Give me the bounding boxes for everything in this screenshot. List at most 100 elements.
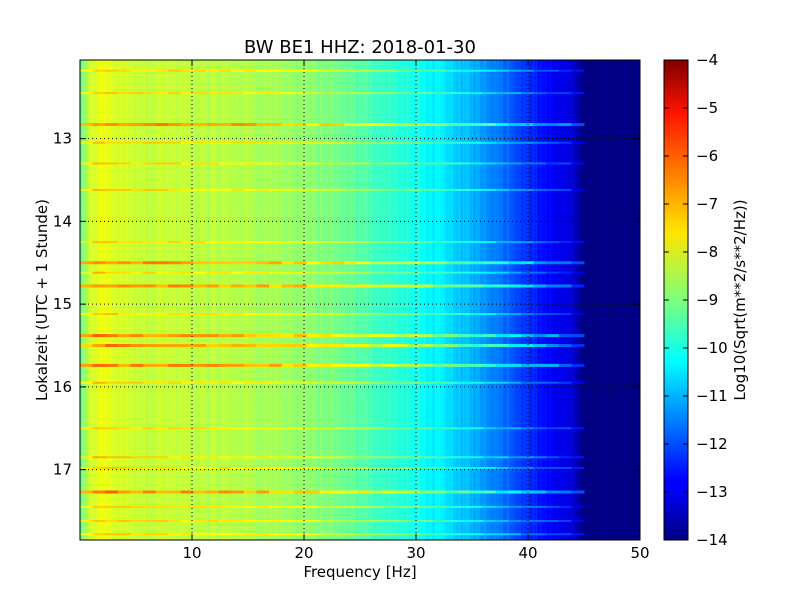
spectrogram-column xyxy=(569,60,572,540)
spectrogram-column xyxy=(97,60,100,540)
event-stripe-segment xyxy=(256,241,270,244)
spectrogram-column xyxy=(395,60,398,540)
spectrogram-column xyxy=(632,60,634,540)
event-stripe-segment xyxy=(105,284,119,288)
spectrogram-column xyxy=(99,60,101,540)
event-stripe-segment xyxy=(546,241,560,244)
event-stripe-segment xyxy=(344,241,358,244)
event-stripe-segment xyxy=(571,363,585,367)
event-stripe-segment xyxy=(508,533,522,536)
event-stripe-segment xyxy=(256,141,270,144)
event-stripe-segment xyxy=(369,141,383,144)
event-stripe-segment xyxy=(319,490,333,494)
event-stripe-segment xyxy=(168,363,182,367)
event-stripe-segment xyxy=(256,334,270,338)
event-stripe-segment xyxy=(105,92,119,95)
event-stripe-segment xyxy=(306,271,320,274)
event-stripe-segment xyxy=(470,241,484,244)
event-stripe-segment xyxy=(344,363,358,367)
event-stripe-segment xyxy=(546,344,560,348)
event-stripe-segment xyxy=(357,490,371,494)
event-stripe-segment xyxy=(382,381,396,384)
spectrogram-column xyxy=(557,60,559,540)
event-stripe-segment xyxy=(319,334,333,338)
spectrogram-column xyxy=(623,60,625,540)
event-stripe-segment xyxy=(168,334,182,338)
event-stripe-segment xyxy=(495,467,509,469)
event-stripe-segment xyxy=(319,92,333,95)
spectrogram-column xyxy=(399,60,401,540)
event-stripe-segment xyxy=(382,363,396,367)
event-stripe-segment xyxy=(256,271,270,274)
event-stripe-segment xyxy=(357,456,371,459)
event-stripe-segment xyxy=(180,533,194,536)
event-stripe-segment xyxy=(483,344,497,348)
event-stripe-segment xyxy=(558,456,572,459)
event-stripe-segment xyxy=(395,313,409,316)
spectrogram-column xyxy=(351,60,353,540)
spectrogram-column xyxy=(469,60,472,540)
spectrogram-column xyxy=(430,60,433,540)
event-stripe-segment xyxy=(281,519,295,522)
spectrogram-column xyxy=(492,60,494,540)
spectrogram-column xyxy=(105,60,108,540)
event-stripe-segment xyxy=(206,92,220,95)
event-stripe-segment xyxy=(294,92,308,95)
event-stripe-segment xyxy=(458,363,472,367)
event-stripe-segment xyxy=(344,141,358,144)
event-stripe-segment xyxy=(332,162,346,165)
spectrogram-column xyxy=(513,60,516,540)
spectrogram-column xyxy=(571,60,574,540)
spectrogram-column xyxy=(211,60,213,540)
event-stripe-segment xyxy=(256,533,270,536)
event-stripe-segment xyxy=(546,188,560,191)
spectrogram-column xyxy=(168,60,171,540)
spectrogram-column xyxy=(432,60,435,540)
event-stripe-segment xyxy=(281,505,295,508)
event-stripe-segment xyxy=(269,381,283,384)
event-stripe-segment xyxy=(407,92,421,95)
event-stripe-segment xyxy=(306,69,320,72)
event-stripe-segment xyxy=(432,519,446,522)
event-stripe-segment xyxy=(332,533,346,536)
spectrogram-column xyxy=(218,60,221,540)
spectrogram-column xyxy=(164,60,166,540)
event-stripe-segment xyxy=(143,533,157,536)
event-stripe-segment xyxy=(382,123,396,127)
colorbar-tick-label: −6 xyxy=(696,147,718,165)
event-stripe-segment xyxy=(407,533,421,536)
event-stripe-segment xyxy=(332,363,346,367)
spectrogram-column xyxy=(192,60,194,540)
event-stripe-segment xyxy=(445,162,459,165)
event-stripe-segment xyxy=(281,271,295,274)
event-stripe-segment xyxy=(130,467,144,469)
event-stripe-segment xyxy=(483,313,497,316)
spectrogram-column xyxy=(560,60,563,540)
spectrogram-column xyxy=(137,60,139,540)
event-stripe-segment xyxy=(256,261,270,265)
event-stripe-segment xyxy=(319,344,333,348)
event-stripe-segment xyxy=(231,271,245,274)
spectrogram-column xyxy=(393,60,396,540)
event-stripe-segment xyxy=(117,456,131,459)
spectrogram-column xyxy=(615,60,618,540)
event-stripe-segment xyxy=(558,334,572,338)
event-stripe-segment xyxy=(470,505,484,508)
event-stripe-segment xyxy=(306,505,320,508)
event-stripe-segment xyxy=(395,490,409,494)
spectrogram-column xyxy=(477,60,480,540)
event-stripe-segment xyxy=(256,490,270,494)
spectrogram-column xyxy=(455,60,457,540)
event-stripe-segment xyxy=(445,92,459,95)
spectrogram-column xyxy=(81,60,83,540)
plot-frame xyxy=(79,59,641,541)
event-stripe-segment xyxy=(571,344,585,348)
event-stripe-segment xyxy=(432,284,446,288)
event-stripe-segment xyxy=(243,505,257,508)
event-stripe-segment xyxy=(521,261,535,265)
spectrogram-column xyxy=(338,60,341,540)
event-stripe-segment xyxy=(269,284,283,288)
spectrogram-column xyxy=(439,60,442,540)
spectrogram-column xyxy=(206,60,209,540)
spectrogram-column xyxy=(529,60,531,540)
